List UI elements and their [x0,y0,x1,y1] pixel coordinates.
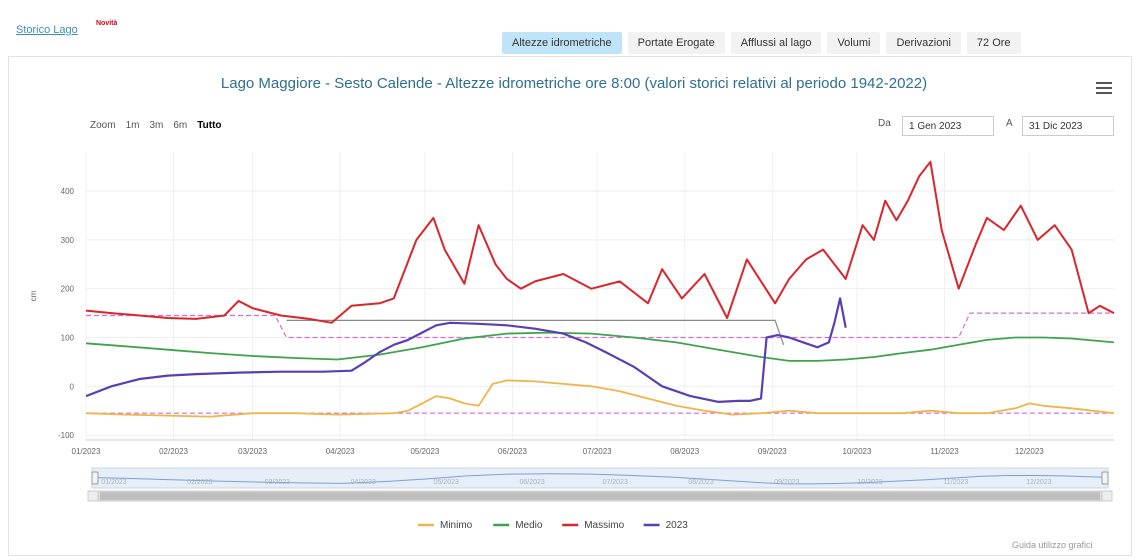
navigator-handle [1101,471,1109,485]
chart-series [85,160,1115,418]
tab-volumi[interactable]: Volumi [827,32,881,54]
navigator-tick-label: 03/2023 [265,479,290,486]
x-tick-label: 04/2023 [326,447,355,456]
y-tick-label: 300 [61,236,75,245]
tab-72-ore[interactable]: 72 Ore [966,32,1021,54]
navigator-tick-label: 06/2023 [519,479,544,486]
y-tick-label: 400 [61,187,75,196]
navigator-tick-label: 11/2023 [943,479,968,486]
chart-title: Lago Maggiore - Sesto Calende - Altezze … [220,75,928,92]
y-axis-title: cm [29,290,38,301]
x-axis-labels: 01/2023 02/2023 03/2023 04/2023 05/2023 06/20… [72,447,1045,456]
series-line-medio [85,331,1115,362]
chart-grid [85,152,1114,441]
navigator-scroll-left-button [87,490,99,502]
range-from-label: Da [878,118,891,129]
chart-panel [8,56,1132,556]
zoom-6m-button[interactable]: 6m [173,120,188,131]
navigator-handle [91,471,99,485]
x-tick-label: 08/2023 [670,447,699,456]
series-line-massimo [85,160,1115,324]
storico-lago-link[interactable]: Storico Lago [16,24,78,36]
x-tick-label: 07/2023 [583,447,612,456]
tab-altezze-idrometriche[interactable]: Altezze idrometriche [502,32,622,54]
y-tick-label: 0 [70,382,75,391]
legend-item-2023: 2023 [666,520,689,531]
navigator-scroll-right-button [1101,490,1113,502]
navigator-tick-label: 12/2023 [1026,479,1051,486]
legend: Minimo Medio Massimo 2023 [418,520,688,531]
x-tick-label: 11/2023 [930,447,959,456]
series-line-minimo [85,379,1115,418]
zoom-label: Zoom [90,120,116,131]
navigator: 01/2023 02/2023 03/2023 04/2023 05/2023 06/20… [87,467,1113,502]
navigator-series [95,473,1105,485]
navigator-tick-label: 02/2023 [187,479,212,486]
y-axis-labels: -100 0 100 200 300 400 [58,187,75,440]
novita-badge: Novità [96,20,118,27]
navigator-scrollbar-thumb [100,492,1100,500]
zoom-3m-button[interactable]: 3m [149,120,164,131]
zoom-selector: Zoom 1m 3m 6m Tutto [90,120,222,131]
x-tick-label: 01/2023 [72,447,101,456]
navigator-tick-label: 05/2023 [434,479,459,486]
navigator-tick-label: 09/2023 [774,479,799,486]
zoom-1m-button[interactable]: 1m [125,120,140,131]
range-to-input[interactable]: 31 Dic 2023 [1022,116,1114,136]
guida-utilizzo-grafici-link[interactable]: Guida utilizzo grafici [1012,540,1093,550]
x-tick-label: 05/2023 [410,447,439,456]
y-tick-label: -100 [58,431,75,440]
x-tick-label: 12/2023 [1015,447,1044,456]
navigator-tick-label: 08/2023 [688,479,713,486]
hamburger-menu-icon[interactable] [1096,82,1112,96]
view-tabs: Altezze idrometriche Portate Erogate Aff… [502,32,1021,54]
x-tick-label: 06/2023 [498,447,527,456]
y-tick-label: 100 [61,333,75,342]
range-from-input[interactable]: 1 Gen 2023 [902,116,994,136]
navigator-tick-label: 04/2023 [351,479,376,486]
series-line-2023 [85,297,847,403]
legend-item-medio: Medio [515,520,543,531]
tab-derivazioni[interactable]: Derivazioni [886,32,961,54]
legend-item-minimo: Minimo [440,520,473,531]
x-tick-label: 03/2023 [238,447,267,456]
x-tick-label: 02/2023 [159,447,188,456]
range-to-label: A [1006,118,1013,129]
series-line-limite-regolazione [86,312,1114,339]
x-tick-label: 09/2023 [758,447,787,456]
tab-portate-erogate[interactable]: Portate Erogate [627,32,725,54]
navigator-tick-label: 10/2023 [857,479,882,486]
tab-afflussi-al-lago[interactable]: Afflussi al lago [730,32,822,54]
zoom-tutto-button[interactable]: Tutto [197,120,222,131]
legend-item-massimo: Massimo [584,520,624,531]
navigator-tick-label: 07/2023 [603,479,628,486]
y-tick-label: 200 [61,285,75,294]
navigator-tick-label: 01/2023 [101,479,126,486]
x-tick-label: 10/2023 [843,447,872,456]
